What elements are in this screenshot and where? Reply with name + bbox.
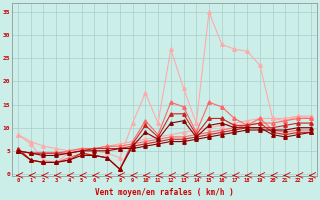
- X-axis label: Vent moyen/en rafales ( km/h ): Vent moyen/en rafales ( km/h ): [95, 188, 234, 197]
